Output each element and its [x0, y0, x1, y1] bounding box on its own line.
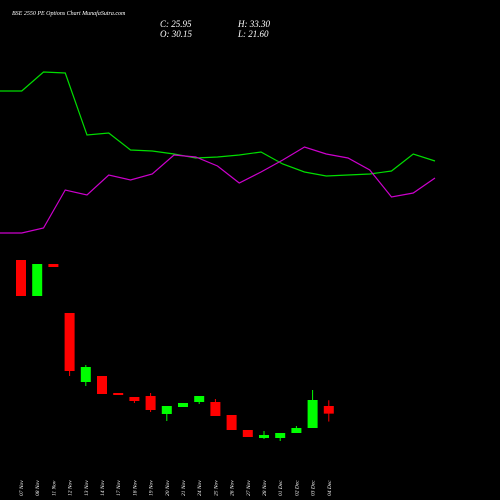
candle-body [145, 396, 156, 410]
candle-body [178, 403, 188, 407]
candle-body [64, 313, 75, 371]
candle-body [129, 397, 140, 401]
x-tick-label: 26 Nov [230, 480, 236, 496]
x-tick-label: 08 Nov [35, 480, 41, 496]
candle-body [259, 435, 269, 438]
indicator-line [0, 71, 436, 177]
indicator-line [0, 146, 436, 234]
x-tick-label: 02 Dec [294, 480, 300, 496]
x-tick-label: 07 Nov [19, 480, 25, 496]
candle-body [226, 415, 237, 430]
candle-body [307, 400, 318, 428]
candle-body [323, 406, 334, 414]
candle-body [80, 367, 91, 382]
candle-body [275, 433, 286, 438]
x-tick-label: 11 Nov [51, 480, 57, 496]
x-tick-label: 01 Dec [278, 480, 284, 496]
chart-title: BSE 2550 PE Options Chart MunafaSutra.co… [12, 10, 126, 17]
candle-body [32, 264, 43, 296]
ohlc-label: C: 25.95 [160, 19, 192, 29]
ohlc-label: H: 33.30 [237, 19, 270, 29]
x-tick-label: 27 Nov [246, 480, 252, 496]
x-tick-label: 17 Nov [116, 480, 122, 496]
x-tick-label: 21 Nov [181, 480, 187, 496]
candle-body [210, 402, 221, 416]
candle-body [291, 428, 302, 433]
x-tick-label: 12 Nov [68, 480, 74, 496]
x-tick-label: 20 Nov [165, 480, 171, 496]
x-tick-label: 19 Nov [149, 480, 155, 496]
x-tick-label: 04 Dec [326, 480, 333, 496]
x-tick-label: 28 Nov [262, 480, 268, 496]
x-tick-label: 03 Dec [311, 480, 317, 496]
x-tick-label: 14 Nov [99, 480, 106, 496]
x-tick-label: 18 Nov [132, 480, 138, 496]
candle-body [113, 393, 124, 395]
candle-body [48, 264, 59, 267]
ohlc-label: L: 21.60 [237, 29, 269, 39]
candle-body [194, 396, 205, 402]
x-tick-label: 25 Nov [213, 480, 219, 496]
candle-body [161, 406, 172, 414]
candle-body [242, 430, 253, 437]
ohlc-label: O: 30.15 [160, 29, 192, 39]
candle-body [16, 260, 26, 296]
x-tick-label: 13 Nov [84, 480, 90, 496]
candle-body [97, 376, 107, 394]
x-tick-label: 24 Nov [196, 480, 203, 496]
